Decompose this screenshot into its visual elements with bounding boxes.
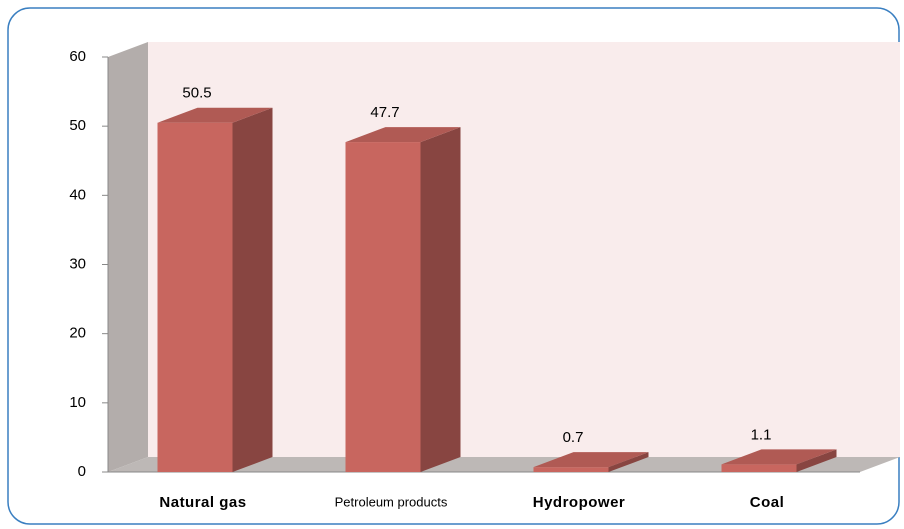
bar-front <box>345 142 421 472</box>
y-tick-label: 0 <box>78 463 86 480</box>
back-wall <box>148 42 900 457</box>
x-tick-label: Hydropower <box>533 494 626 511</box>
bar-top <box>721 449 837 465</box>
bar-side <box>608 452 649 472</box>
y-tick-label: 50 <box>69 117 86 134</box>
y-tick-label: 30 <box>69 255 86 272</box>
side-wall <box>108 42 148 472</box>
y-tick-label: 20 <box>69 325 86 342</box>
data-label: 0.7 <box>563 429 584 446</box>
data-label: 50.5 <box>182 85 211 102</box>
bar-front <box>533 467 609 472</box>
data-label: 47.7 <box>370 104 399 121</box>
bar <box>157 107 273 472</box>
y-tick-label: 60 <box>69 48 86 65</box>
bar-front <box>157 122 233 472</box>
bar-top <box>157 107 273 123</box>
bar-top <box>533 452 649 468</box>
y-tick-label: 40 <box>69 186 86 203</box>
data-label: 1.1 <box>751 426 772 443</box>
bar-front <box>721 464 797 472</box>
bar <box>721 449 837 472</box>
x-tick-label: Petroleum products <box>335 494 448 509</box>
bar-side <box>796 449 837 472</box>
y-tick-label: 10 <box>69 394 86 411</box>
x-tick-label: Natural gas <box>159 494 246 511</box>
x-tick-label: Coal <box>750 494 785 511</box>
bar-top <box>345 127 461 143</box>
bar-side <box>420 127 461 472</box>
bar-side <box>232 107 273 472</box>
bar <box>533 452 649 472</box>
floor <box>108 457 900 472</box>
bar <box>345 127 461 472</box>
